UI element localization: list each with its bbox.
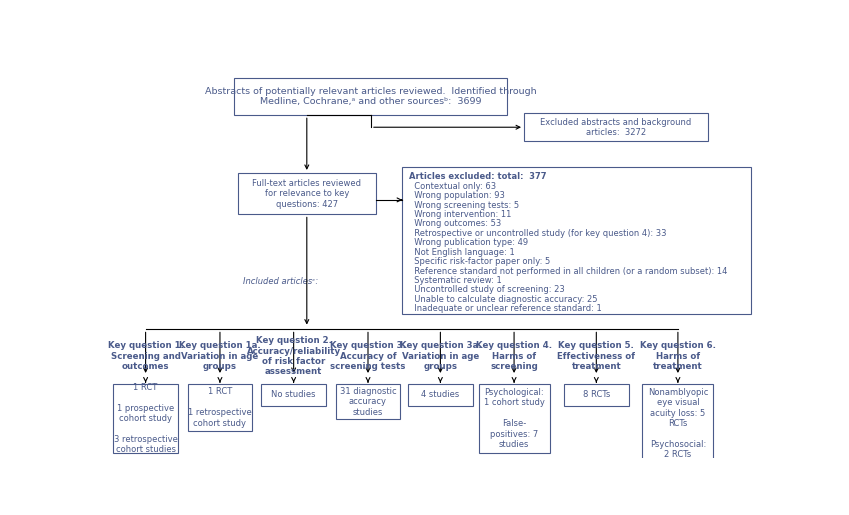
Text: Key question 4.
Harms of
screening: Key question 4. Harms of screening	[476, 341, 552, 371]
FancyBboxPatch shape	[188, 384, 252, 432]
Text: Wrong outcomes: 53: Wrong outcomes: 53	[409, 219, 501, 229]
FancyBboxPatch shape	[402, 167, 751, 314]
Text: Uncontrolled study of screening: 23: Uncontrolled study of screening: 23	[409, 285, 565, 295]
Text: Wrong population: 93: Wrong population: 93	[409, 191, 504, 200]
Text: Reference standard not performed in all children (or a random subset): 14: Reference standard not performed in all …	[409, 267, 727, 276]
Text: Key question 1a.
Variation in age
groups: Key question 1a. Variation in age groups	[179, 341, 261, 371]
FancyBboxPatch shape	[234, 78, 508, 115]
Text: Unable to calculate diagnostic accuracy: 25: Unable to calculate diagnostic accuracy:…	[409, 295, 598, 304]
Text: Psychological:
1 cohort study

False-
positives: 7
studies: Psychological: 1 cohort study False- pos…	[484, 388, 544, 449]
Text: Key question 6.
Harms of
treatment: Key question 6. Harms of treatment	[640, 341, 716, 371]
Text: Wrong intervention: 11: Wrong intervention: 11	[409, 210, 511, 219]
FancyBboxPatch shape	[408, 384, 473, 406]
Text: Nonamblyopic
eye visual
acuity loss: 5
RCTs

Psychosocial:
2 RCTs: Nonamblyopic eye visual acuity loss: 5 R…	[648, 388, 708, 459]
Text: Key question 3a.
Variation in age
groups: Key question 3a. Variation in age groups	[400, 341, 481, 371]
FancyBboxPatch shape	[524, 113, 708, 141]
FancyBboxPatch shape	[261, 384, 326, 406]
Text: Key question 2.
Accuracy/reliability
of risk factor
assessment: Key question 2. Accuracy/reliability of …	[246, 336, 340, 376]
FancyBboxPatch shape	[564, 384, 628, 406]
Text: Retrospective or uncontrolled study (for key question 4): 33: Retrospective or uncontrolled study (for…	[409, 229, 666, 238]
Text: Inadequate or unclear reference standard: 1: Inadequate or unclear reference standard…	[409, 304, 602, 313]
Text: 1 RCT

1 retrospective
cohort study: 1 RCT 1 retrospective cohort study	[188, 387, 252, 427]
Text: Wrong screening tests: 5: Wrong screening tests: 5	[409, 201, 519, 210]
Text: Key question 3.
Accuracy of
screening tests: Key question 3. Accuracy of screening te…	[330, 341, 406, 371]
Text: Specific risk-factor paper only: 5: Specific risk-factor paper only: 5	[409, 257, 550, 266]
Text: Included articlesᶜ:: Included articlesᶜ:	[243, 278, 318, 286]
Text: 1 RCT

1 prospective
cohort study

3 retrospective
cohort studies: 1 RCT 1 prospective cohort study 3 retro…	[114, 383, 177, 454]
Text: Wrong publication type: 49: Wrong publication type: 49	[409, 238, 528, 247]
FancyBboxPatch shape	[643, 384, 713, 463]
Text: Abstracts of potentially relevant articles reviewed.  Identified through
Medline: Abstracts of potentially relevant articl…	[205, 87, 537, 106]
Text: Excluded abstracts and background
articles:  3272: Excluded abstracts and background articl…	[541, 117, 692, 137]
Text: 31 diagnostic
accuracy
studies: 31 diagnostic accuracy studies	[340, 387, 396, 417]
Text: Systematic review: 1: Systematic review: 1	[409, 276, 502, 285]
Text: Key question 1.
Screening and
outcomes: Key question 1. Screening and outcomes	[108, 341, 183, 371]
Text: Key question 5.
Effectiveness of
treatment: Key question 5. Effectiveness of treatme…	[557, 341, 635, 371]
Text: Articles excluded: total:  377: Articles excluded: total: 377	[409, 173, 546, 181]
Text: 8 RCTs: 8 RCTs	[582, 390, 610, 399]
Text: Contextual only: 63: Contextual only: 63	[409, 182, 496, 191]
FancyBboxPatch shape	[479, 384, 549, 453]
FancyBboxPatch shape	[335, 384, 400, 420]
Text: Not English language: 1: Not English language: 1	[409, 248, 514, 257]
Text: Full-text articles reviewed
for relevance to key
questions: 427: Full-text articles reviewed for relevanc…	[252, 179, 362, 209]
Text: No studies: No studies	[272, 390, 316, 399]
FancyBboxPatch shape	[238, 173, 376, 214]
FancyBboxPatch shape	[114, 384, 177, 453]
Text: 4 studies: 4 studies	[421, 390, 459, 399]
